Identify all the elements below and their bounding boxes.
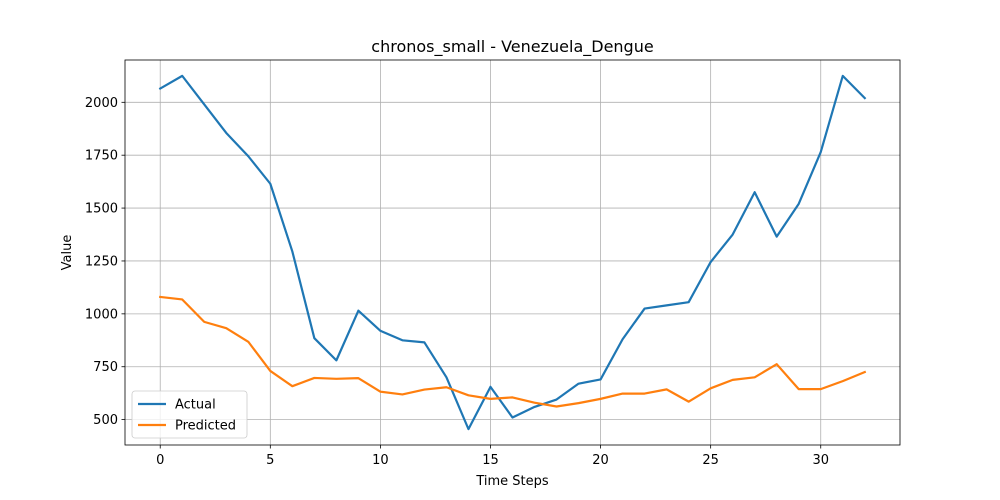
y-tick-label: 1500 <box>85 202 118 217</box>
y-tick-label: 1750 <box>85 149 118 164</box>
x-tick-label: 10 <box>372 453 389 468</box>
x-tick-label: 5 <box>266 453 274 468</box>
x-tick-label: 20 <box>592 453 609 468</box>
y-axis-title: Value <box>60 235 75 271</box>
x-axis-title: Time Steps <box>475 474 549 489</box>
legend-label-actual: Actual <box>175 398 216 413</box>
plot-frame <box>124 59 901 446</box>
series-line-predicted <box>159 295 867 408</box>
x-tick-label: 25 <box>702 453 719 468</box>
series-line-actual <box>158 74 867 431</box>
legend-box <box>131 390 248 439</box>
y-tick-label: 1250 <box>85 254 118 269</box>
legend-label-predicted: Predicted <box>175 419 236 434</box>
series <box>158 74 867 431</box>
y-tick-label: 500 <box>93 413 118 428</box>
chart-title: chronos_small - Venezuela_Dengue <box>371 37 653 57</box>
x-tick-label: 30 <box>812 453 829 468</box>
x-tick-label: 0 <box>156 453 164 468</box>
y-tick-label: 1000 <box>85 307 118 322</box>
x-tick-label: 15 <box>482 453 499 468</box>
grid <box>125 60 900 445</box>
y-tick-label: 2000 <box>85 96 118 111</box>
ticks: 0 5 10 15 20 25 30 500 750 1000 1250 1500 1750 2000 <box>85 96 829 468</box>
y-tick-label: 750 <box>93 360 118 375</box>
legend: Actual Predicted <box>131 390 248 439</box>
